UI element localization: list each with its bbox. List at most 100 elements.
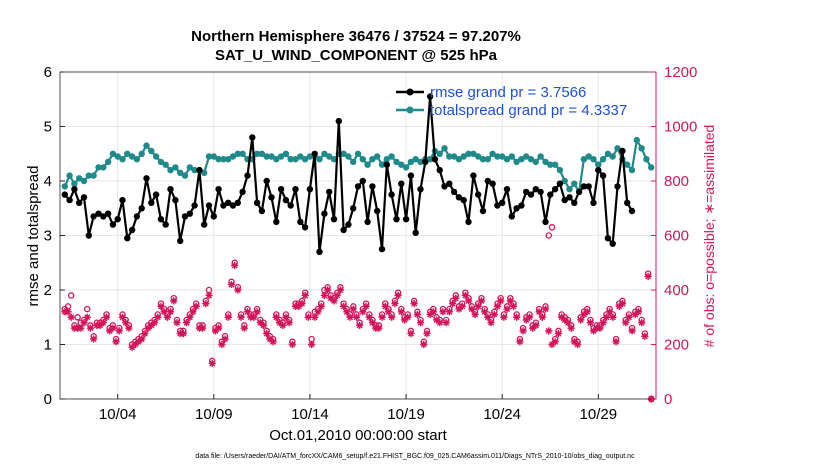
totalspread-point-54 [321, 150, 328, 157]
obs-assimilated-point-20 [125, 324, 133, 332]
obs-assimilated-point-22 [131, 340, 139, 349]
rmse-point-9 [104, 210, 112, 217]
obs-assimilated-point-142 [516, 338, 524, 346]
obs-assimilated-point-163 [583, 308, 591, 316]
obs-assimilated-point-48 [215, 324, 223, 332]
obs-assimilated-point-145 [525, 313, 534, 321]
totalspread-point-42 [263, 153, 270, 160]
rmse-point-113 [604, 235, 612, 242]
totalspread-point-19 [152, 153, 160, 160]
obs-assimilated-point-126 [465, 297, 473, 305]
totalspread-point-86 [475, 153, 482, 160]
totalspread-point-120 [638, 145, 645, 152]
x-axis: 10/04 10/09 10/14 10/19 10/24 10/29 [99, 394, 617, 423]
rmse-point-22 [167, 186, 174, 193]
rmse-point-89 [489, 180, 496, 187]
totalspread-point-41 [258, 150, 266, 157]
obs-assimilated-point-92 [356, 321, 364, 330]
rmse-point-13 [124, 235, 131, 242]
totalspread-point-7 [95, 164, 102, 171]
legend-marker-totalspread [406, 106, 414, 114]
rmse-point-53 [316, 248, 323, 255]
obs-assimilated-point-107 [404, 313, 412, 321]
rmse-point-37 [239, 188, 246, 196]
obs-assimilated-point-170 [606, 308, 614, 316]
totalspread-point-106 [571, 180, 578, 187]
series-layer [61, 93, 655, 403]
y2-tick-label-4: 800 [664, 173, 689, 190]
obs-assimilated-point-108 [407, 330, 415, 338]
rmse-point-8 [100, 213, 107, 220]
obs-assimilated-point-106 [400, 316, 409, 324]
obs-assimilated-point-114 [426, 310, 434, 319]
totalspread-point-97 [527, 156, 535, 163]
rmse-point-106 [571, 199, 578, 206]
obs-assimilated-point-57 [243, 308, 252, 316]
obs-assimilated-point-147 [532, 321, 540, 330]
obs-assimilated-point-18 [118, 313, 127, 321]
totalspread-point-82 [455, 156, 463, 163]
x-axis-label: Oct.01,2010 00:00:00 start [269, 427, 447, 444]
obs-assimilated-point-12 [99, 319, 107, 327]
rmse-point-111 [595, 166, 602, 174]
rmse-point-70 [398, 180, 405, 187]
totalspread-point-58 [340, 150, 347, 157]
y-tick-label-2: 2 [44, 282, 52, 299]
rmse-point-82 [455, 194, 463, 201]
obs-assimilated-point-160 [573, 340, 582, 349]
obs-assimilated-point-52 [227, 280, 236, 289]
totalspread-point-84 [465, 150, 472, 157]
obs-assimilated-point-179 [634, 308, 643, 316]
obs-assimilated-point-134 [490, 310, 498, 319]
obs-assimilated-point-167 [596, 324, 604, 332]
totalspread-point-29 [201, 169, 208, 176]
obs-assimilated-point-91 [352, 313, 361, 321]
totalspread-point-10 [109, 150, 117, 157]
totalspread-point-122 [648, 164, 655, 171]
obs-possible-point-152 [548, 224, 556, 231]
rmse-point-66 [378, 245, 386, 253]
totalspread-point-40 [253, 150, 261, 157]
totalspread-point-78 [436, 150, 443, 157]
obs-assimilated-point-173 [615, 302, 623, 310]
obs-assimilated-point-61 [256, 319, 264, 327]
rmse-point-88 [484, 177, 491, 185]
legend-label-totalspread: totalspread grand pr = 4.3337 [430, 102, 627, 119]
data-file-footnote: data file: /Users/raeder/DAI/ATM_forcXX/… [195, 453, 635, 460]
obs-assimilated-point-82 [324, 286, 332, 294]
rmse-point-1 [66, 196, 73, 204]
rmse-point-85 [470, 172, 477, 179]
rmse-point-19 [152, 191, 160, 198]
obs-possible-point-2 [67, 292, 75, 299]
obs-assimilated-point-117 [436, 319, 444, 327]
y2-axis-label: # of obs: o=possible; ∗=assimilated [701, 125, 717, 348]
totalspread-point-94 [513, 158, 520, 166]
totalspread-point-90 [494, 153, 501, 160]
rmse-point-47 [287, 202, 294, 209]
totalspread-point-20 [157, 158, 165, 166]
totalspread-point-71 [402, 164, 410, 171]
obs-assimilated-point-24 [138, 335, 146, 343]
obs-assimilated-point-101 [384, 308, 393, 316]
rmse-point-39 [249, 134, 256, 141]
totalspread-point-25 [181, 172, 189, 179]
totalspread-point-16 [138, 150, 145, 157]
obs-assimilated-point-103 [391, 300, 399, 308]
obs-assimilated-point-89 [346, 313, 354, 321]
y-tick-label-6: 6 [44, 64, 52, 81]
rmse-point-99 [537, 188, 544, 196]
obs-assimilated-point-146 [529, 324, 537, 332]
x-tick-label-3: 10/19 [387, 406, 425, 423]
totalspread-point-4 [80, 177, 88, 185]
totalspread-point-2 [71, 180, 78, 187]
obs-assimilated-point-83 [327, 294, 335, 302]
obs-assimilated-point-144 [522, 316, 530, 324]
totalspread-point-73 [412, 156, 419, 163]
rmse-point-30 [205, 202, 213, 209]
totalspread-point-1 [66, 172, 73, 179]
obs-assimilated-point-38 [182, 319, 191, 327]
y-tick-label-5: 5 [44, 119, 52, 136]
totalspread-point-44 [273, 156, 280, 163]
obs-assimilated-point-40 [189, 308, 197, 316]
totalspread-point-98 [532, 158, 539, 166]
